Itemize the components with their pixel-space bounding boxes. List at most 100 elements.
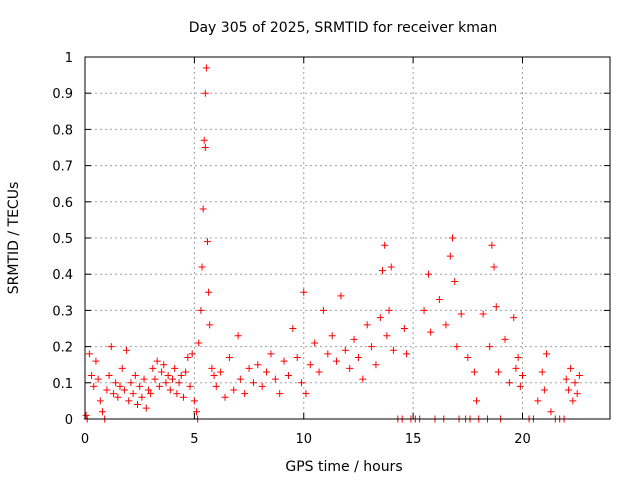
data-point xyxy=(324,350,332,358)
y-tick-label: 0 xyxy=(65,413,73,428)
data-point xyxy=(125,397,133,405)
y-tick-label: 0.3 xyxy=(52,304,73,319)
data-point xyxy=(144,386,152,394)
data-point xyxy=(494,368,502,376)
data-point xyxy=(129,390,137,398)
data-point xyxy=(510,314,518,322)
data-point xyxy=(112,379,120,387)
data-point xyxy=(311,339,319,347)
y-tick-label: 0.7 xyxy=(52,160,73,175)
data-point xyxy=(188,350,196,358)
data-point xyxy=(354,353,362,361)
data-point xyxy=(315,368,323,376)
data-point xyxy=(573,390,581,398)
data-point xyxy=(197,306,205,314)
data-point xyxy=(210,372,218,380)
data-point xyxy=(116,382,124,390)
data-point xyxy=(127,379,135,387)
x-axis-label: GPS time / hours xyxy=(285,459,402,475)
data-point xyxy=(92,357,100,365)
data-point xyxy=(258,382,266,390)
data-point xyxy=(254,361,262,369)
data-point xyxy=(381,241,389,249)
data-point xyxy=(276,390,284,398)
data-point xyxy=(359,375,367,383)
x-tick-label: 10 xyxy=(295,432,312,447)
data-point xyxy=(179,393,187,401)
y-tick-label: 0.1 xyxy=(52,377,73,392)
data-point xyxy=(501,335,509,343)
data-point xyxy=(389,346,397,354)
data-point xyxy=(96,397,104,405)
data-point xyxy=(134,401,141,409)
data-point xyxy=(427,328,435,336)
data-points xyxy=(82,64,583,423)
data-point xyxy=(193,408,201,416)
x-tick-label: 20 xyxy=(514,432,531,447)
data-point xyxy=(200,136,208,144)
data-point xyxy=(457,310,465,318)
data-point xyxy=(94,375,102,383)
y-tick-label: 1 xyxy=(65,51,73,66)
data-point xyxy=(280,357,288,365)
y-axis-label: SRMTID / TECUs xyxy=(6,182,22,295)
data-point xyxy=(212,382,220,390)
data-point xyxy=(245,364,253,372)
data-point xyxy=(162,379,170,387)
data-point xyxy=(346,364,354,372)
data-point xyxy=(147,390,155,398)
data-point xyxy=(82,411,90,419)
data-point xyxy=(155,382,163,390)
data-point xyxy=(158,368,166,376)
data-point xyxy=(488,241,496,249)
data-point xyxy=(217,368,225,376)
data-point xyxy=(90,382,98,390)
data-point xyxy=(575,372,583,380)
data-point xyxy=(153,357,161,365)
y-tick-label: 0.4 xyxy=(52,268,73,283)
data-point xyxy=(160,361,168,369)
data-point xyxy=(512,364,520,372)
data-point xyxy=(293,353,301,361)
data-point xyxy=(169,375,176,383)
data-point xyxy=(289,325,297,332)
data-point xyxy=(199,205,207,213)
data-point xyxy=(519,372,526,380)
data-point xyxy=(479,310,487,318)
data-point xyxy=(562,375,570,383)
data-point xyxy=(403,350,411,358)
data-point xyxy=(383,332,391,340)
data-point xyxy=(164,372,172,380)
data-point xyxy=(85,350,93,358)
data-point xyxy=(435,296,443,304)
y-tick-label: 0.5 xyxy=(52,232,73,247)
data-point xyxy=(341,346,349,354)
data-point xyxy=(571,379,579,387)
data-point xyxy=(230,386,238,394)
data-point xyxy=(473,397,481,405)
data-point xyxy=(385,306,393,314)
data-point xyxy=(221,393,229,401)
data-point xyxy=(534,397,542,405)
data-point xyxy=(175,379,183,387)
data-point xyxy=(107,343,115,351)
y-tick-label: 0.2 xyxy=(52,341,73,356)
data-point xyxy=(567,364,575,372)
data-point xyxy=(363,321,371,329)
data-point xyxy=(136,382,144,390)
data-point xyxy=(114,393,122,401)
data-point xyxy=(142,404,150,412)
data-point xyxy=(564,386,572,394)
data-point xyxy=(249,379,257,387)
data-point xyxy=(138,393,146,401)
data-point xyxy=(234,332,242,340)
data-point xyxy=(195,339,203,347)
data-point xyxy=(202,64,210,72)
data-point xyxy=(151,375,159,383)
data-point xyxy=(569,397,577,405)
data-point xyxy=(372,361,380,369)
data-point xyxy=(298,379,306,387)
data-point xyxy=(376,314,384,322)
data-point xyxy=(109,390,117,398)
